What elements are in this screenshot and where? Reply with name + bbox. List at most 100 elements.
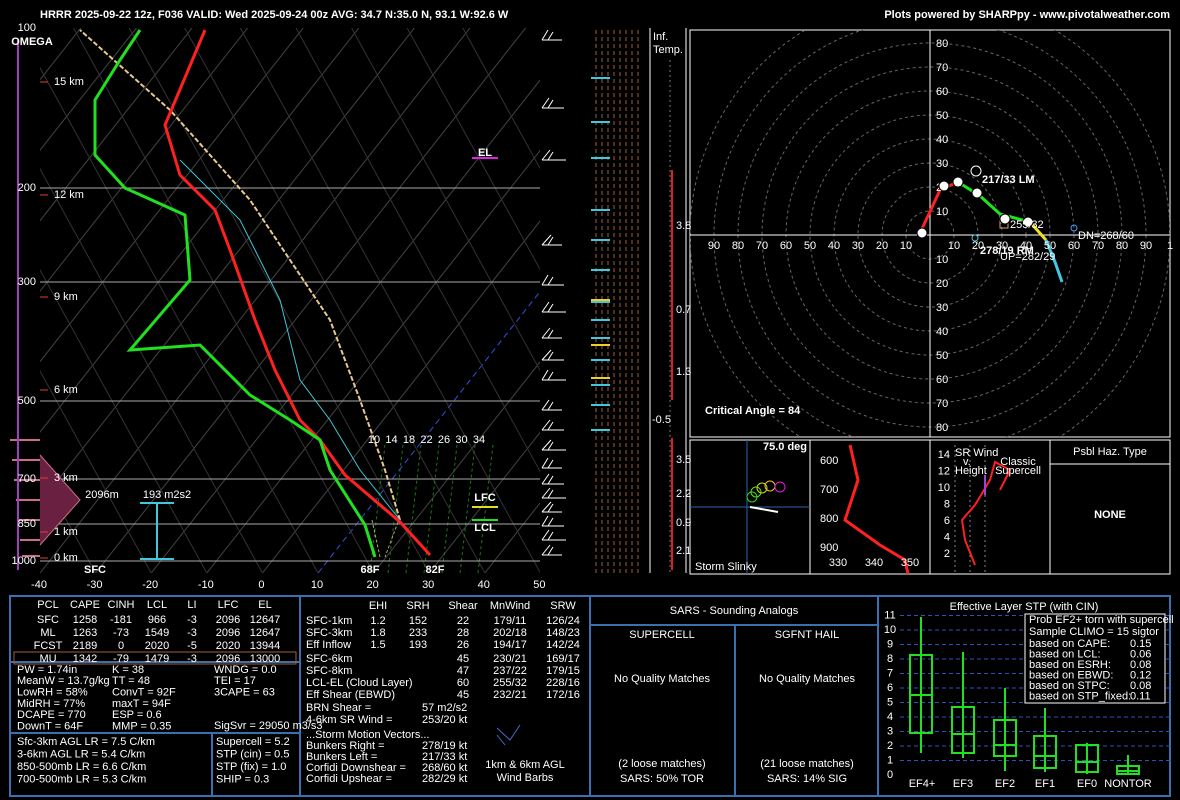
inset-rows: based on LCL: — [1029, 648, 1101, 660]
yticks: 1 — [887, 754, 893, 766]
wetbulb: 18 — [403, 434, 415, 446]
value: 282/29 kt — [422, 773, 467, 785]
heights: 9 km — [54, 291, 78, 303]
srw: 169/17 — [546, 653, 580, 665]
y-down: 20 — [936, 278, 948, 290]
isotherm — [262, 220, 540, 573]
title: Inf. — [653, 31, 668, 43]
wetbulb: 14 — [385, 434, 397, 446]
mnwind: 255/32 — [493, 677, 527, 689]
categories: EF0 — [1077, 778, 1097, 790]
dry-adiabat — [295, 28, 540, 473]
rows: 1263 — [73, 627, 97, 639]
barb — [541, 515, 564, 527]
x-left: 60 — [780, 240, 792, 252]
shear: 60 — [457, 677, 469, 689]
srw: 148/23 — [546, 627, 580, 639]
header: SRW — [550, 600, 576, 612]
header: LCL — [147, 599, 167, 611]
categories: EF4+ — [909, 778, 936, 790]
isotherm — [40, 28, 193, 222]
left: PW = 1.74in — [17, 664, 77, 676]
mean: 255/32 — [1010, 219, 1044, 231]
rows: 0 — [118, 640, 124, 652]
isotherm — [40, 28, 471, 573]
x-left: 50 — [804, 240, 816, 252]
isotherm — [40, 28, 304, 363]
label: SFC-1km — [306, 615, 352, 627]
values: 3.8 — [676, 220, 691, 232]
value: 253/20 kt — [422, 714, 467, 726]
inset-rows: 0.08 — [1130, 659, 1151, 671]
inset-rows: based on STPC: — [1029, 680, 1110, 692]
rows: -3 — [187, 627, 197, 639]
barbs-label: 1km & 6km AGL — [485, 759, 564, 771]
ehi: 1.2 — [370, 615, 385, 627]
temps: -30 — [87, 579, 103, 591]
y-up: 10 — [936, 206, 948, 218]
heights: 1 km — [54, 526, 78, 538]
x-right: 1 — [1167, 240, 1173, 252]
barb — [541, 419, 564, 431]
lfc: LFC — [474, 492, 495, 504]
temps: 20 — [366, 579, 378, 591]
heights: 6 — [944, 515, 950, 527]
value: NONE — [1094, 509, 1126, 521]
lm: 217/33 LM — [982, 174, 1035, 186]
yticks: 5 — [887, 696, 893, 708]
label: Eff Shear (EBWD) — [306, 689, 395, 701]
x-left: 20 — [876, 240, 888, 252]
mnwind: 179/11 — [494, 615, 527, 627]
yticks: 6 — [887, 682, 893, 694]
rows: 13000 — [250, 653, 281, 665]
thetas: 330 — [829, 557, 847, 569]
summary: SARS: 50% TOR — [620, 773, 704, 785]
rows: -3 — [187, 653, 197, 665]
shear: 47 — [457, 665, 469, 677]
barb — [541, 501, 562, 513]
left: DCAPE = 770 — [17, 709, 86, 721]
values: -0.5 — [652, 414, 671, 426]
x-right: 40 — [1020, 240, 1032, 252]
header: EHI — [369, 600, 387, 612]
right: TEI = 17 — [214, 675, 256, 687]
wetbulb: 34 — [473, 434, 485, 446]
title: SARS - Sounding Analogs — [670, 605, 799, 617]
srw: 172/16 — [546, 689, 580, 701]
temps: 40 — [478, 579, 490, 591]
barb — [541, 439, 566, 451]
ehi: 1.8 — [370, 627, 385, 639]
pressures: 700 — [18, 473, 36, 485]
quality: No Quality Matches — [614, 673, 710, 685]
y-down: 70 — [936, 398, 948, 410]
rows: -181 — [110, 614, 132, 626]
stp-boxes — [900, 613, 1170, 775]
label: Eff Inflow — [306, 639, 351, 651]
omega: OMEGA — [11, 36, 53, 48]
rows: 1342 — [73, 653, 97, 665]
srw: 179/15 — [546, 665, 580, 677]
shear: 28 — [457, 627, 469, 639]
heights: 12 km — [54, 189, 84, 201]
x-right: 90 — [1140, 240, 1152, 252]
markers: 2 — [955, 177, 961, 189]
label: LCL-EL (Cloud Layer) — [306, 677, 413, 689]
hodo-marker — [971, 187, 983, 199]
middle: MMP = 0.35 — [112, 720, 171, 732]
mnwind: 202/18 — [493, 627, 527, 639]
categories: EF1 — [1035, 778, 1055, 790]
mnwind: 194/17 — [493, 639, 527, 651]
dry-adiabat — [73, 28, 375, 573]
shear: 45 — [457, 653, 469, 665]
yticks: 8 — [887, 653, 893, 665]
categories: EF3 — [953, 778, 973, 790]
sfc: SFC — [84, 564, 106, 576]
x-right: 10 — [948, 240, 960, 252]
pressures: 100 — [18, 22, 36, 34]
temps: -10 — [198, 579, 214, 591]
dry-adiabat — [40, 268, 208, 573]
x-right: 60 — [1068, 240, 1080, 252]
markers: 0 — [919, 228, 925, 240]
middle: ConvT = 92F — [112, 687, 176, 699]
markers: 4 — [1002, 214, 1009, 226]
